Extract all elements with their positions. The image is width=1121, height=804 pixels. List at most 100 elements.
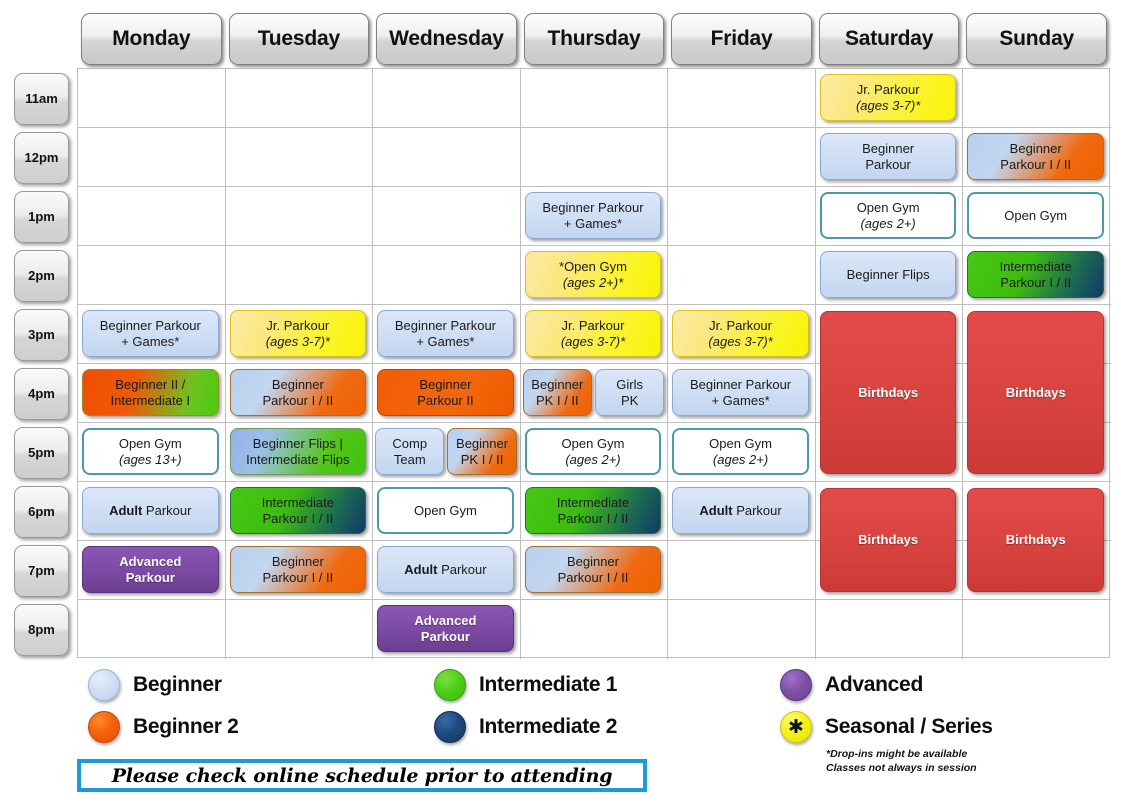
- class-block-thu-1pm[interactable]: Beginner Parkour + Games*: [524, 192, 662, 239]
- day-header-thursday[interactable]: Thursday: [523, 13, 665, 65]
- class-block-title: Beginner Flips |: [252, 435, 343, 451]
- class-block-title: Beginner: [1009, 140, 1062, 156]
- class-block-fri-5pm[interactable]: Open Gym (ages 2+): [672, 428, 809, 475]
- class-block-subtitle: Parkour I / II: [262, 569, 334, 585]
- grid-line-horizontal: [77, 599, 1111, 600]
- class-block-title: Beginner Flips: [846, 266, 930, 282]
- class-block-subtitle: Parkour: [420, 628, 470, 644]
- legend-label-intermediate1: Intermediate 1: [479, 673, 618, 696]
- legend-dot-seasonal-icon: ✱: [780, 711, 812, 743]
- class-block-title: Birthdays: [1005, 384, 1066, 400]
- class-block-title: Birthdays: [858, 532, 919, 548]
- grid-line-horizontal: [77, 186, 1111, 187]
- time-label-8pm: 8pm: [14, 603, 69, 656]
- time-label-2pm: 2pm: [14, 249, 69, 302]
- class-block-sun-2pm[interactable]: Intermediate Parkour I / II: [967, 251, 1104, 298]
- class-block-sat-bd-2[interactable]: Birthdays: [819, 488, 957, 592]
- grid-line-horizontal: [77, 422, 1111, 423]
- legend-note-line-2: Classes not always in session: [826, 762, 977, 775]
- class-block-title: Open Gym: [856, 199, 920, 215]
- class-block-thu-7pm[interactable]: Beginner Parkour I / II: [524, 546, 662, 593]
- class-block-subtitle: (ages 13+): [119, 451, 182, 467]
- class-block-mon-7pm[interactable]: Advanced Parkour: [82, 546, 219, 593]
- notice-banner: Please check online schedule prior to at…: [77, 759, 647, 792]
- class-block-subtitle: Intermediate I: [110, 392, 191, 408]
- class-block-sun-bd-1[interactable]: Birthdays: [967, 311, 1104, 474]
- legend-label-seasonal: Seasonal / Series: [825, 715, 993, 738]
- class-block-wed-3pm[interactable]: Beginner Parkour + Games*: [377, 310, 514, 357]
- class-block-tue-7pm[interactable]: Beginner Parkour I / II: [229, 546, 367, 593]
- class-block-sun-bd-2[interactable]: Birthdays: [967, 488, 1104, 592]
- class-block-tue-3pm[interactable]: Jr. Parkour (ages 3-7)*: [229, 310, 367, 357]
- class-block-fri-6pm[interactable]: Adult Parkour: [672, 487, 809, 534]
- class-block-wed-4pm[interactable]: Beginner Parkour II: [377, 369, 514, 416]
- grid-line-horizontal: [77, 304, 1111, 305]
- time-label-6pm: 6pm: [14, 485, 69, 538]
- class-block-subtitle: Parkour: [865, 156, 911, 172]
- class-block-wed-5pm-b[interactable]: Beginner PK I / II: [447, 428, 517, 475]
- class-block-title: Open Gym: [1004, 207, 1068, 223]
- class-block-wed-5pm-a[interactable]: Comp Team: [375, 428, 445, 475]
- class-block-mon-4pm[interactable]: Beginner II / Intermediate I: [82, 369, 219, 416]
- class-block-title: Comp: [392, 435, 428, 451]
- class-block-thu-3pm[interactable]: Jr. Parkour (ages 3-7)*: [524, 310, 662, 357]
- class-block-subtitle: (ages 2+): [712, 451, 769, 467]
- legend-label-beginner2: Beginner 2: [133, 715, 239, 738]
- class-block-fri-3pm[interactable]: Jr. Parkour (ages 3-7)*: [672, 310, 809, 357]
- class-block-wed-7pm[interactable]: Adult Parkour: [377, 546, 514, 593]
- class-block-tue-4pm[interactable]: Beginner Parkour I / II: [229, 369, 367, 416]
- class-block-title: Jr. Parkour: [561, 317, 625, 333]
- class-block-title: Beginner Parkour: [394, 317, 496, 333]
- class-block-sat-2pm[interactable]: Beginner Flips: [819, 251, 957, 298]
- class-block-sat-bd-1[interactable]: Birthdays: [819, 311, 957, 474]
- day-header-wednesday[interactable]: Wednesday: [376, 13, 517, 65]
- class-block-tue-5pm[interactable]: Beginner Flips | Intermediate Flips: [229, 428, 367, 475]
- class-block-thu-4pm-a[interactable]: Beginner PK I / II: [522, 369, 592, 416]
- class-block-subtitle: Parkour I / II: [262, 510, 334, 526]
- class-block-title: Beginner: [271, 553, 324, 569]
- class-block-thu-6pm[interactable]: Intermediate Parkour I / II: [524, 487, 662, 534]
- time-label-1pm: 1pm: [14, 190, 69, 243]
- grid-line-horizontal: [77, 481, 1111, 482]
- legend-item-intermediate1: Intermediate 1: [434, 669, 617, 701]
- class-block-mon-3pm[interactable]: Beginner Parkour + Games*: [82, 310, 219, 357]
- class-block-mon-6pm[interactable]: Adult Parkour: [82, 487, 219, 534]
- class-block-thu-5pm[interactable]: Open Gym (ages 2+): [524, 428, 662, 475]
- class-block-tue-6pm[interactable]: Intermediate Parkour I / II: [229, 487, 367, 534]
- class-block-wed-8pm[interactable]: Advanced Parkour: [377, 605, 514, 652]
- legend-note-line-1: *Drop-ins might be available: [826, 748, 968, 760]
- time-label-3pm: 3pm: [14, 308, 69, 361]
- class-block-fri-4pm[interactable]: Beginner Parkour + Games*: [672, 369, 809, 416]
- day-header-saturday[interactable]: Saturday: [818, 13, 960, 65]
- day-header-friday[interactable]: Friday: [671, 13, 812, 65]
- class-block-title: Girls: [616, 376, 643, 392]
- legend-item-seasonal: ✱ Seasonal / Series: [780, 711, 993, 743]
- class-block-title: Beginner: [531, 376, 584, 392]
- class-block-title: Intermediate: [556, 494, 630, 510]
- class-block-thu-4pm-b[interactable]: Girls PK: [594, 369, 665, 416]
- class-block-subtitle: PK I / II: [536, 392, 579, 408]
- class-block-subtitle: Parkour II: [417, 392, 474, 408]
- class-block-sun-1pm[interactable]: Open Gym: [967, 192, 1104, 239]
- grid-line-horizontal: [77, 245, 1111, 246]
- class-block-title: Advanced: [414, 612, 477, 628]
- class-block-title: Advanced: [119, 553, 182, 569]
- legend-label-intermediate2: Intermediate 2: [479, 715, 618, 738]
- class-block-mon-5pm[interactable]: Open Gym (ages 13+): [82, 428, 219, 475]
- class-block-sat-12pm[interactable]: Beginner Parkour: [819, 133, 957, 180]
- class-block-title: Adult Parkour: [404, 561, 487, 577]
- class-block-wed-6pm[interactable]: Open Gym: [377, 487, 514, 534]
- day-header-monday[interactable]: Monday: [81, 13, 222, 65]
- class-block-sat-11am[interactable]: Jr. Parkour (ages 3-7)*: [819, 74, 957, 121]
- time-label-11am: 11am: [14, 72, 69, 125]
- class-block-thu-2pm[interactable]: *Open Gym (ages 2+)*: [524, 251, 662, 298]
- class-block-subtitle: Intermediate Flips: [246, 451, 350, 467]
- class-block-sun-12pm[interactable]: Beginner Parkour I / II: [967, 133, 1104, 180]
- class-block-title: Beginner Parkour: [689, 376, 792, 392]
- class-block-sat-1pm[interactable]: Open Gym (ages 2+): [819, 192, 957, 239]
- class-block-title: Birthdays: [1005, 532, 1066, 548]
- legend-dot-intermediate1-icon: [434, 669, 466, 701]
- day-header-sunday[interactable]: Sunday: [966, 13, 1107, 65]
- legend-dot-advanced-icon: [780, 669, 812, 701]
- day-header-tuesday[interactable]: Tuesday: [228, 13, 370, 65]
